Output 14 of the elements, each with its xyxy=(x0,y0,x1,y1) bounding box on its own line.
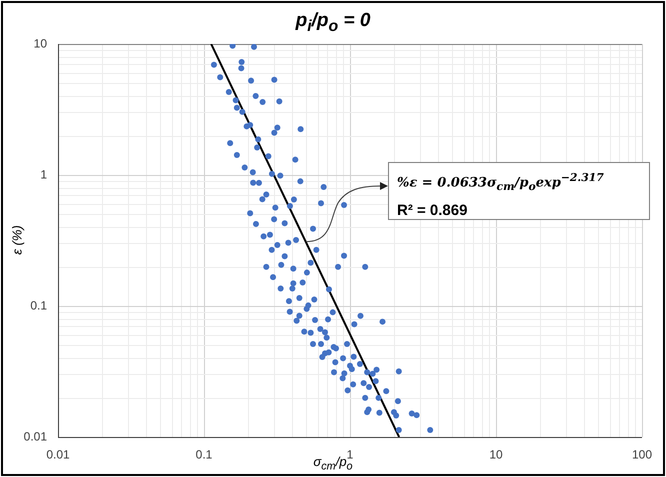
y-axis-title: ε (%) xyxy=(9,225,24,255)
x-tick-label: 1 xyxy=(346,448,354,462)
y-tick-label: 10 xyxy=(34,36,48,50)
y-tick-label: 0.1 xyxy=(30,298,48,312)
y-tick-label: 0.01 xyxy=(24,429,48,444)
x-tick-label: 0.1 xyxy=(196,448,213,462)
annotation: R² = 0.869 xyxy=(397,202,468,219)
x-tick-label: 0.01 xyxy=(46,448,70,462)
callout-box: %ε = 0.0633σ$_{cm}$/p$_{o}$exp$^{−2.317}$ R² = 0.869 xyxy=(388,162,650,220)
x-tick-label: 10 xyxy=(489,448,503,462)
x-tick-label: 100 xyxy=(632,448,652,462)
chart-title: p$_{i}$/p$_{o}$ = 0 xyxy=(294,10,372,36)
y-tick-label: 1 xyxy=(40,167,48,182)
annotation: %ε = 0.0633σ$_{cm}$/p$_{o}$exp$^{−2.317}$ xyxy=(397,171,605,193)
